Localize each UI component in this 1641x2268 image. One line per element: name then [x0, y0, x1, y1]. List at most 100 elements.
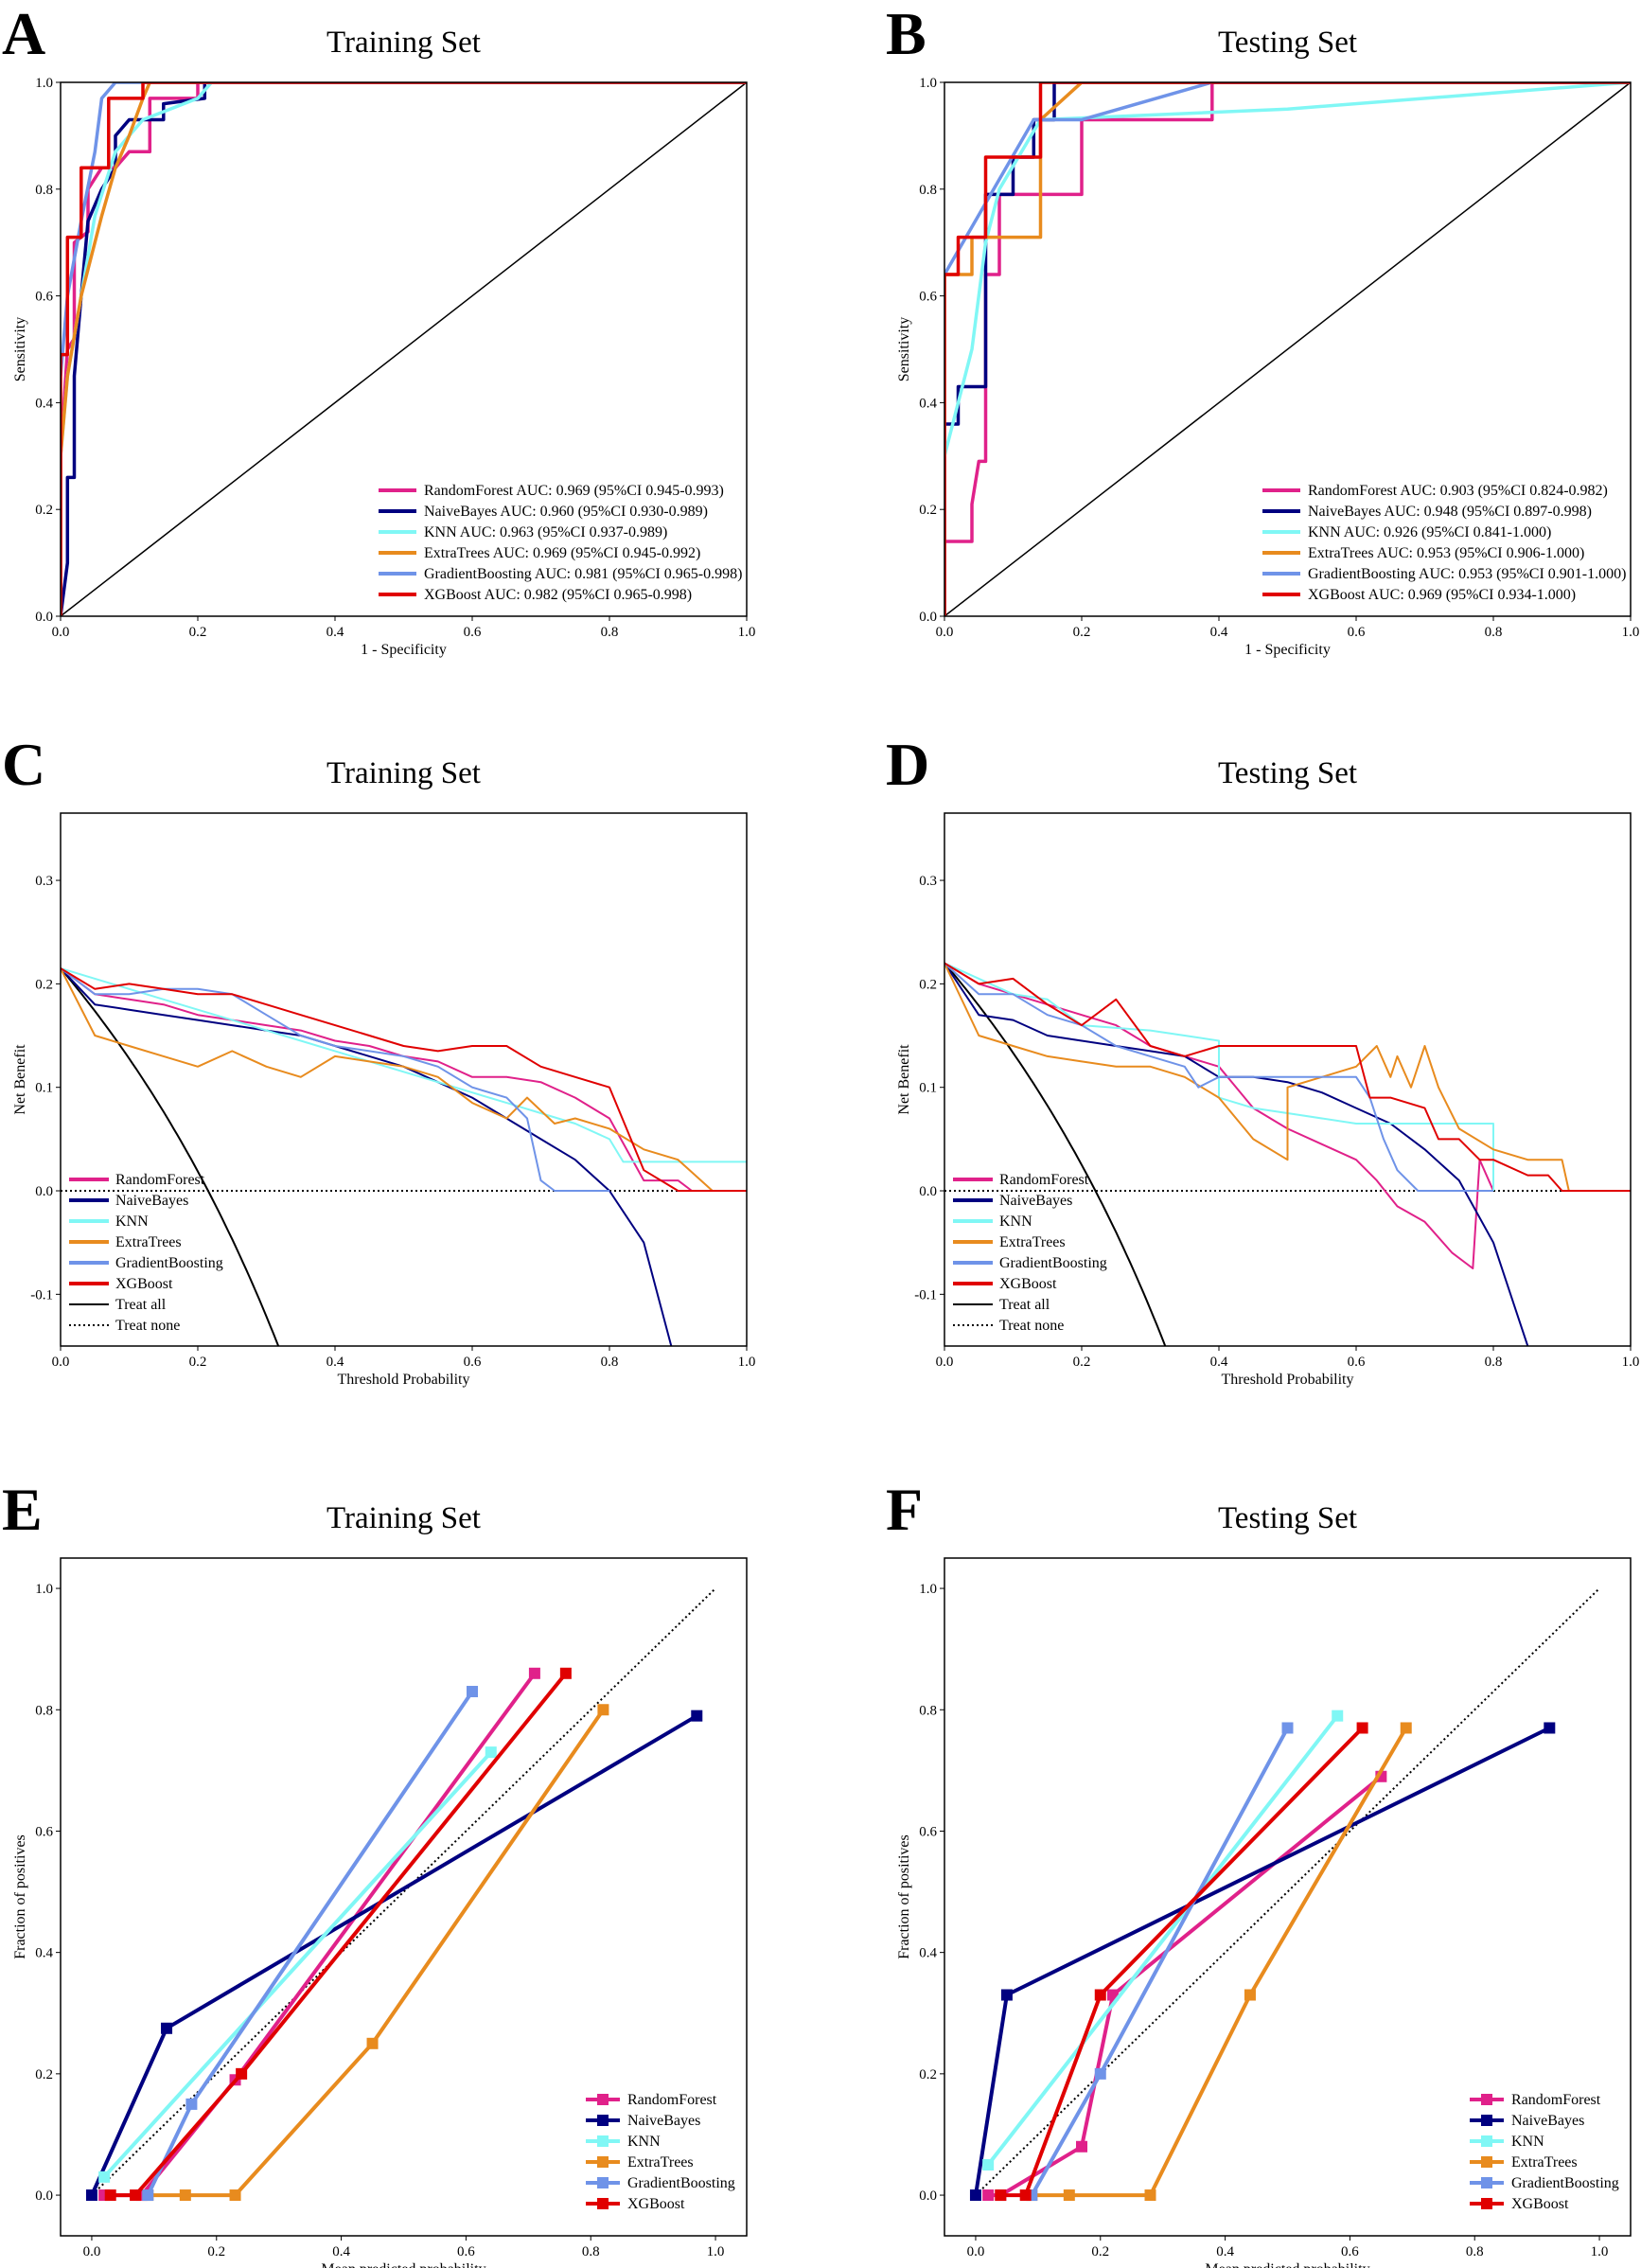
legend-label: GradientBoosting AUC: 0.953 (95%CI 0.901… [1308, 566, 1626, 582]
legend-label: GradientBoosting AUC: 0.981 (95%CI 0.965… [424, 566, 742, 582]
series-line-gradientboosting [61, 967, 609, 1192]
data-point-knn [1332, 1710, 1344, 1722]
reference-diagonal [61, 82, 747, 616]
x-tick-label: 0.8 [1485, 625, 1503, 640]
x-tick-label: 0.8 [601, 625, 619, 640]
x-tick-label: 0.8 [1485, 1355, 1503, 1370]
series-line-randomforest [944, 82, 1631, 616]
y-tick-label: 0.0 [919, 610, 937, 625]
x-tick-label: 0.4 [1210, 625, 1228, 640]
panel-e: E Training Set 0.0 0.2 0.4 0.6 0.8 1.0 0.0 0.2 0.4… [2, 1476, 748, 2268]
legend-label: NaiveBayes AUC: 0.948 (95%CI 0.897-0.998… [1308, 504, 1592, 520]
data-point-xgboost [995, 2189, 1007, 2202]
y-axis-label: Fraction of positives [12, 1834, 28, 1959]
x-axis-label: 1 - Specificity [361, 642, 447, 658]
data-point-xgboost [130, 2189, 142, 2202]
legend-marker [1481, 2156, 1492, 2168]
data-point-extratrees [229, 2189, 241, 2202]
data-point-naivebayes [85, 2189, 97, 2202]
series-line-knn [944, 962, 1494, 1191]
x-tick-label: 0.0 [936, 1355, 954, 1370]
y-tick-label: 0.3 [35, 874, 53, 889]
legend-label: KNN [115, 1214, 149, 1230]
x-tick-label: 0.4 [1210, 1355, 1228, 1370]
data-point-extratrees [179, 2189, 191, 2202]
y-tick-label: 0.2 [35, 977, 53, 992]
legend-label: NaiveBayes [115, 1193, 188, 1209]
data-point-naivebayes [691, 1710, 703, 1722]
x-tick-label: 0.0 [967, 2244, 985, 2259]
legend-label: Treat all [999, 1297, 1050, 1313]
x-tick-label: 0.2 [189, 1355, 207, 1370]
plot-frame [60, 812, 748, 1347]
y-tick-label: 0.0 [35, 610, 53, 625]
panel-letter: C [2, 731, 45, 798]
series-line-gradientboosting [61, 82, 747, 377]
y-tick-label: 0.2 [919, 503, 937, 518]
series-line-extratrees [61, 82, 747, 616]
x-tick-label: 0.6 [464, 1355, 482, 1370]
data-point-extratrees [597, 1704, 609, 1716]
x-tick-label: 1.0 [1622, 625, 1640, 640]
x-axis-label: Mean predicted probability [1205, 2261, 1369, 2268]
data-point-gradientboosting [185, 2098, 198, 2110]
series-line-xgboost [61, 967, 747, 1192]
plot-frame [60, 1557, 748, 2237]
x-axis-label: Threshold Probability [1222, 1372, 1354, 1388]
x-tick-label: 0.0 [936, 625, 954, 640]
legend-label: ExtraTrees AUC: 0.969 (95%CI 0.945-0.992… [424, 545, 700, 561]
data-point-gradientboosting [467, 1686, 478, 1698]
series-line-gradientboosting [944, 82, 1631, 275]
y-tick-label: 0.0 [35, 1184, 53, 1199]
legend-label: XGBoost [1511, 2196, 1569, 2212]
legend-label: Treat all [115, 1297, 167, 1313]
x-axis-label: Mean predicted probability [321, 2261, 485, 2268]
panel-f: F Testing Set 0.0 0.2 0.4 0.6 0.8 1.0 0.0 0.2 0.4 0… [886, 1476, 1632, 2268]
panel-d: D Testing Set 0.0 0.2 0.4 0.6 0.8 1.0 -0.1 0.0 0.1… [886, 731, 1639, 1388]
legend-label: GradientBoosting [627, 2175, 735, 2191]
series-line-naivebayes [61, 967, 673, 1346]
y-axis-label: Net Benefit [896, 1044, 912, 1115]
series-line-xgboost [1000, 1727, 1365, 2198]
legend-marker [597, 2135, 609, 2147]
legend-label: ExtraTrees [1511, 2154, 1578, 2171]
series-line-randomforest [61, 967, 693, 1192]
legend-marker [597, 2198, 609, 2209]
reference-diagonal [91, 1587, 716, 2196]
x-tick-label: 0.0 [52, 1355, 70, 1370]
data-point-xgboost [559, 1667, 572, 1679]
x-axis-label: 1 - Specificity [1244, 642, 1331, 658]
y-tick-label: 0.0 [919, 2188, 937, 2204]
data-point-randomforest [1076, 2140, 1087, 2153]
legend-label: XGBoost AUC: 0.982 (95%CI 0.965-0.998) [424, 587, 692, 603]
legend: RandomForest NaiveBayes KNN ExtraTrees Gradi… [69, 1172, 223, 1334]
x-tick-label: 0.4 [326, 625, 344, 640]
y-tick-label: 0.8 [35, 183, 53, 198]
legend-label: KNN AUC: 0.926 (95%CI 0.841-1.000) [1308, 524, 1551, 540]
chart-title: Training Set [326, 1501, 481, 1535]
legend: RandomForest NaiveBayes KNN ExtraTrees Gradi… [953, 1172, 1107, 1334]
chart-title: Training Set [326, 26, 481, 60]
x-tick-label: 1.0 [707, 2244, 725, 2259]
data-point-gradientboosting [142, 2189, 154, 2202]
chart-title: Testing Set [1218, 1501, 1357, 1535]
legend-label: XGBoost [999, 1276, 1057, 1292]
x-tick-label: 0.2 [1073, 625, 1091, 640]
data-point-randomforest [982, 2189, 995, 2202]
series-line-xgboost [944, 962, 1631, 1192]
y-tick-label: 0.6 [35, 290, 53, 305]
panel-a: A Training Set 0.0 0.2 0.4 0.6 0.8 1.0 0.0 0.2 0.4… [2, 0, 755, 658]
plot-area [944, 82, 1631, 616]
x-tick-label: 0.4 [1216, 2244, 1234, 2259]
x-tick-label: 0.2 [1073, 1355, 1091, 1370]
data-point-xgboost [236, 2067, 248, 2080]
series-line-naivebayes [974, 1726, 1551, 2196]
y-tick-label: 0.4 [35, 1946, 53, 1961]
y-tick-label: 1.0 [35, 1582, 53, 1597]
y-axis-label: Fraction of positives [896, 1834, 912, 1959]
y-tick-label: 0.2 [919, 977, 937, 992]
legend-label: ExtraTrees [627, 2154, 694, 2171]
treat-all-line [944, 962, 1167, 1346]
series-line-xgboost [944, 82, 1631, 616]
